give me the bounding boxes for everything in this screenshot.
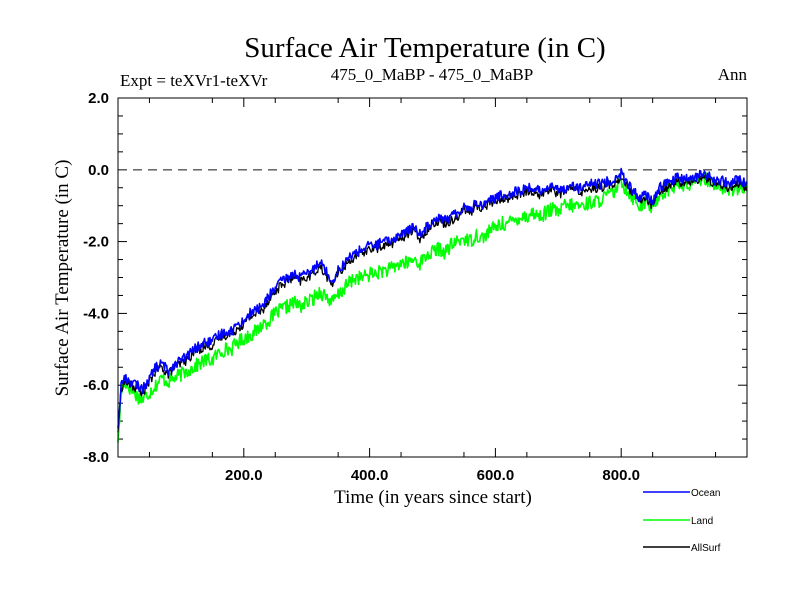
series-lines: [117, 167, 748, 443]
y-tick-label: 0.0: [88, 162, 109, 179]
plot-frame: [117, 97, 748, 458]
series-line-ocean: [117, 167, 748, 429]
subtitle-center: 475_0_MaBP - 475_0_MaBP: [331, 65, 533, 84]
x-tick-label: 800.0: [602, 467, 640, 484]
series-line-allsurf: [117, 174, 748, 432]
x-tick-labels: 200.0 400.0 600.0 800.0: [225, 467, 640, 484]
y-tick-labels: 2.0 0.0 -2.0 -4.0 -6.0 -8.0: [83, 90, 109, 466]
chart-title: Surface Air Temperature (in C): [244, 32, 605, 64]
axis-ticks: [118, 97, 747, 458]
y-tick-label: 2.0: [88, 90, 109, 107]
y-tick-label: -6.0: [83, 377, 109, 394]
y-axis-label: Surface Air Temperature (in C): [52, 160, 73, 397]
x-tick-label: 200.0: [225, 467, 263, 484]
x-tick-label: 600.0: [477, 467, 515, 484]
y-tick-label: -4.0: [83, 305, 109, 322]
subtitle-right: Ann: [718, 65, 748, 84]
legend-label-ocean: Ocean: [691, 488, 720, 499]
legend: Ocean Land AllSurf: [643, 488, 721, 554]
legend-label-allsurf: AllSurf: [691, 543, 721, 554]
x-tick-label: 400.0: [351, 467, 389, 484]
legend-label-land: Land: [691, 516, 713, 527]
x-axis-label: Time (in years since start): [334, 487, 532, 508]
subtitle-left: Expt = teXVr1-teXVr: [120, 71, 268, 90]
series-line-land: [117, 172, 748, 443]
y-tick-label: -2.0: [83, 234, 109, 251]
y-tick-label: -8.0: [83, 449, 109, 466]
